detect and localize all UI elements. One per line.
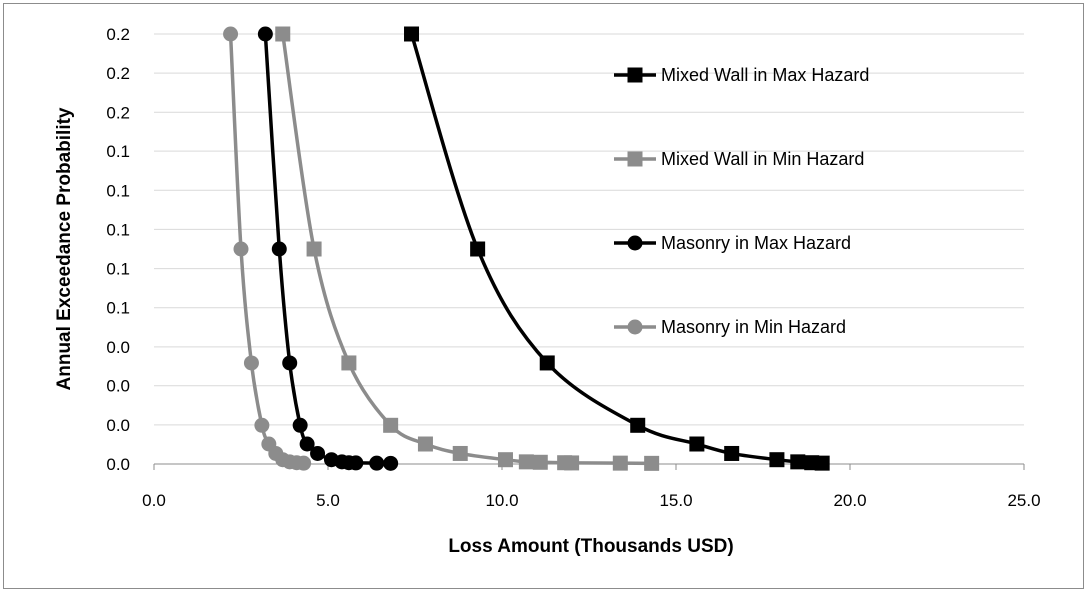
- data-point: [564, 455, 580, 471]
- data-point: [644, 455, 660, 471]
- x-tick-label: 25.0: [1007, 491, 1040, 510]
- series-group: [223, 26, 830, 471]
- data-point: [470, 241, 486, 257]
- data-point: [383, 455, 399, 471]
- legend-item: Masonry in Min Hazard: [614, 317, 846, 337]
- data-point: [452, 445, 468, 461]
- legend: Mixed Wall in Max Hazard Mixed Wall in Mi…: [614, 65, 869, 337]
- series-3: [223, 26, 312, 471]
- y-tick-label: 0.0: [106, 377, 130, 396]
- y-tick-label: 0.1: [106, 181, 130, 200]
- series-1: [275, 26, 660, 471]
- data-point: [341, 355, 357, 371]
- y-tick-label: 0.2: [106, 64, 130, 83]
- data-point: [518, 454, 534, 470]
- data-point: [292, 417, 308, 433]
- legend-item: Mixed Wall in Max Hazard: [614, 65, 869, 85]
- axes: 0.0 0.0 0.0 0.0 0.1 0.1 0.1 0.1 0.1 0.2 0.2 0.2 0.0 5…: [106, 25, 1040, 510]
- legend-marker: [627, 151, 643, 167]
- y-tick-label: 0.1: [106, 299, 130, 318]
- data-point: [282, 355, 298, 371]
- data-point: [306, 241, 322, 257]
- y-tick-label: 0.0: [106, 338, 130, 357]
- legend-marker: [627, 67, 643, 83]
- data-point: [310, 445, 326, 461]
- data-point: [296, 455, 312, 471]
- data-point: [257, 26, 273, 42]
- legend-label: Masonry in Min Hazard: [661, 317, 846, 337]
- data-point: [299, 436, 315, 452]
- y-tick-label: 0.1: [106, 220, 130, 239]
- data-point: [689, 436, 705, 452]
- data-point: [532, 454, 548, 470]
- data-point: [790, 454, 806, 470]
- x-tick-label: 5.0: [316, 491, 340, 510]
- data-point: [814, 455, 830, 471]
- x-tick-label: 15.0: [659, 491, 692, 510]
- legend-marker: [627, 235, 643, 251]
- data-point: [417, 436, 433, 452]
- y-tick-label: 0.2: [106, 25, 130, 44]
- data-point: [233, 241, 249, 257]
- y-tick-label: 0.0: [106, 416, 130, 435]
- data-point: [271, 241, 287, 257]
- chart-frame: 0.0 0.0 0.0 0.0 0.1 0.1 0.1 0.1 0.1 0.2 0.2 0.2 0.0 5…: [3, 3, 1084, 589]
- legend-item: Masonry in Max Hazard: [614, 233, 851, 253]
- data-point: [383, 417, 399, 433]
- data-point: [769, 452, 785, 468]
- x-axis-title: Loss Amount (Thousands USD): [448, 536, 733, 557]
- legend-label: Masonry in Max Hazard: [661, 233, 851, 253]
- data-point: [223, 26, 239, 42]
- x-tick-label: 10.0: [485, 491, 518, 510]
- x-tick-label: 0.0: [142, 491, 166, 510]
- legend-label: Mixed Wall in Min Hazard: [661, 149, 864, 169]
- data-point: [724, 445, 740, 461]
- data-point: [369, 455, 385, 471]
- line-chart: 0.0 0.0 0.0 0.0 0.1 0.1 0.1 0.1 0.1 0.2 0.2 0.2 0.0 5…: [54, 25, 1041, 557]
- gridlines: [154, 33, 1024, 426]
- data-point: [254, 417, 270, 433]
- series-line: [281, 33, 652, 466]
- data-point: [539, 355, 555, 371]
- legend-marker: [627, 319, 643, 335]
- series-0: [404, 26, 830, 471]
- data-point: [348, 455, 364, 471]
- data-point: [497, 452, 513, 468]
- y-tick-label: 0.1: [106, 260, 130, 279]
- data-point: [275, 26, 291, 42]
- y-tick-label: 0.0: [106, 455, 130, 474]
- legend-label: Mixed Wall in Max Hazard: [661, 65, 869, 85]
- data-point: [630, 417, 646, 433]
- legend-item: Mixed Wall in Min Hazard: [614, 149, 864, 169]
- data-point: [404, 26, 420, 42]
- y-axis-title: Annual Exceedance Probability: [54, 107, 75, 390]
- data-point: [243, 355, 259, 371]
- y-tick-label: 0.2: [106, 103, 130, 122]
- series-2: [257, 26, 399, 471]
- y-tick-label: 0.1: [106, 142, 130, 161]
- x-tick-label: 20.0: [833, 491, 866, 510]
- data-point: [612, 455, 628, 471]
